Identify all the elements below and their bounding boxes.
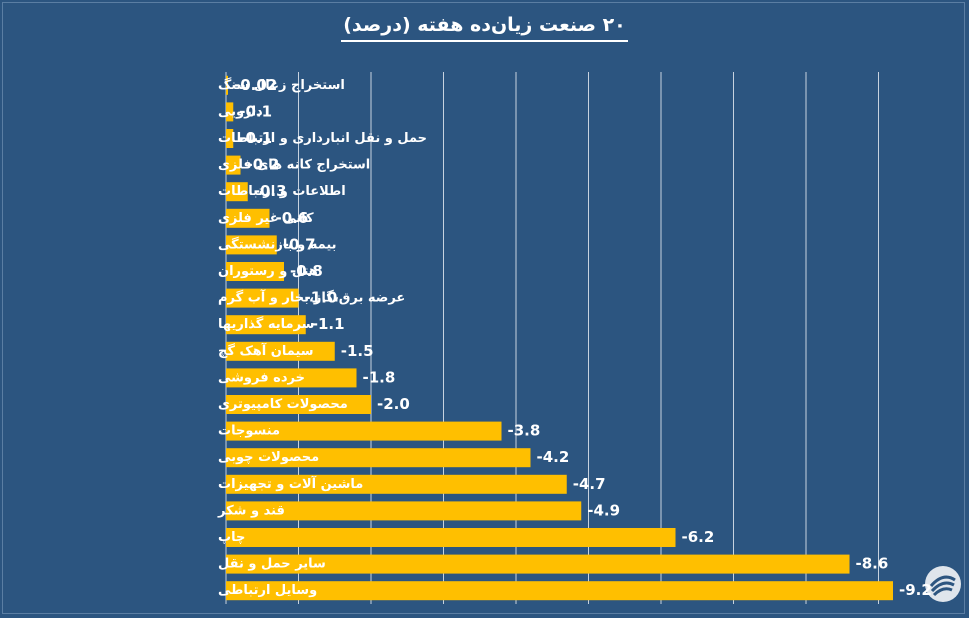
value-label: -0.1 [239, 129, 272, 147]
category-label: استخراج زغال سنگ [218, 77, 345, 93]
value-label: -4.9 [587, 501, 620, 519]
bar [226, 315, 306, 335]
category-label: کانی غیر فلزی [218, 211, 314, 226]
category-label: هتل و رستوران [218, 264, 318, 279]
value-labels: -0.02 -0.1 -0.1 -0.2 -0.3 -0.6 -0.7 -0.8 -1.0 -1.… [234, 76, 932, 599]
value-label: -3.8 [508, 422, 541, 440]
value-label: -0.02 [234, 76, 277, 94]
value-label: -2.0 [377, 395, 410, 413]
category-label: وسایل ارتباطی [218, 583, 317, 598]
category-label: اطلاعات و ارتباطات [218, 184, 346, 199]
value-label: -1.8 [363, 368, 396, 386]
bar [226, 554, 850, 574]
bar [226, 368, 357, 388]
value-label: -0.7 [283, 235, 316, 253]
value-label: -9.2 [899, 581, 932, 599]
bar [226, 262, 284, 281]
bar [226, 129, 234, 148]
category-label: عرضه برق،گاز،بخار و آب گرم [218, 289, 405, 306]
bar [226, 208, 270, 228]
bars [226, 75, 893, 601]
value-label: -1.5 [341, 342, 374, 360]
category-labels: استخراج زغال سنگ دارویی حمل و نقل انباردار… [217, 77, 427, 598]
bar [226, 501, 582, 521]
value-label: -0.2 [247, 156, 280, 174]
bar [226, 75, 228, 95]
category-label: محصولات کامپیوتری [218, 397, 348, 412]
category-label: منسوجات [218, 424, 280, 439]
value-label: -4.7 [573, 475, 606, 493]
bar [226, 102, 234, 122]
bar [226, 421, 502, 441]
bar [226, 182, 248, 202]
category-label: سیمان آهک گچ [218, 342, 314, 359]
bar [226, 395, 371, 414]
value-label: -0.8 [290, 262, 323, 280]
category-label: حمل و نقل انبارداری و ارتباطات [218, 131, 427, 146]
bar [226, 474, 567, 494]
value-label: -1.1 [312, 315, 345, 333]
value-label: -0.1 [239, 102, 272, 120]
category-label: سایر حمل و نقل [218, 557, 326, 572]
category-label: خرده فروشی [218, 370, 305, 385]
bar [226, 341, 335, 361]
category-label: بیمه و بازنشستگی [218, 236, 337, 252]
category-label: دارویی [218, 104, 263, 119]
value-label: -6.2 [682, 528, 715, 546]
category-label: چاپ [218, 530, 245, 545]
chart-title-text: ۲۰ صنعت زیان‌ده هفته (درصد) [341, 14, 628, 42]
value-label: -0.3 [254, 182, 287, 200]
value-label: -1.0 [305, 289, 338, 307]
category-label: محصولات چوبی [218, 450, 319, 465]
category-label: قند و شکر [217, 503, 285, 518]
bar [226, 288, 299, 308]
bar [226, 581, 893, 601]
category-label: استخراج کانه های فلزی [218, 158, 370, 173]
value-label: -4.2 [537, 448, 570, 466]
bar [226, 235, 277, 255]
watermark-logo-icon [925, 566, 961, 602]
category-label: سرمایه گذاریها [218, 316, 314, 332]
category-label: ماشین آلات و تجهیزات [218, 475, 363, 492]
bar [226, 155, 241, 175]
bar [226, 528, 676, 547]
bar [226, 448, 531, 468]
grid-lines [225, 72, 879, 604]
chart-title: ۲۰ صنعت زیان‌ده هفته (درصد) [0, 14, 969, 42]
value-label: -8.6 [856, 555, 889, 573]
value-label: -0.6 [276, 209, 309, 227]
